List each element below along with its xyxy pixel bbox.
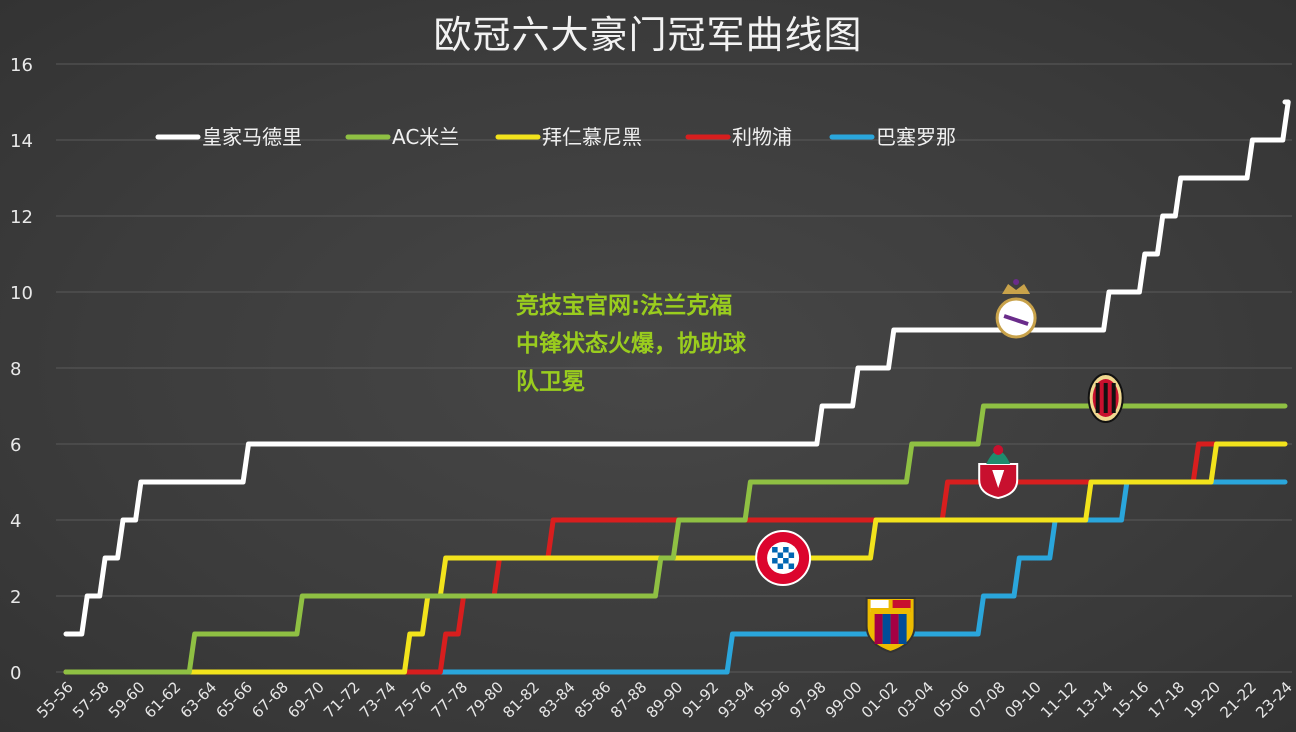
x-tick-label: 67-68 — [248, 678, 292, 722]
legend-label: 利物浦 — [732, 125, 792, 149]
x-tick-label: 89-90 — [643, 678, 687, 722]
x-tick-label: 17-18 — [1145, 678, 1189, 722]
series-line-2 — [63, 441, 1288, 675]
legend-label: 巴塞罗那 — [876, 125, 956, 149]
liverpool-crest-icon — [978, 445, 1019, 500]
x-tick-label: 11-12 — [1037, 678, 1081, 722]
y-tick-label: 12 — [10, 207, 33, 228]
legend-label: AC米兰 — [392, 125, 459, 149]
x-tick-label: 87-88 — [607, 678, 651, 722]
x-tick-label: 91-92 — [679, 678, 723, 722]
x-tick-label: 81-82 — [499, 678, 543, 722]
series-lines — [63, 99, 1291, 675]
x-tick-label: 61-62 — [141, 678, 185, 722]
overlay-line-3: 队卫冕 — [516, 369, 585, 395]
series-line-0 — [63, 99, 1291, 637]
x-tick-label: 59-60 — [105, 678, 149, 722]
legend-label: 拜仁慕尼黑 — [542, 125, 642, 149]
y-tick-label: 2 — [10, 587, 21, 608]
x-tick-label: 09-10 — [1001, 678, 1045, 722]
x-axis-ticks: 55-5657-5859-6061-6263-6465-6667-6869-70… — [33, 678, 1296, 722]
x-tick-label: 75-76 — [392, 678, 436, 722]
x-tick-label: 15-16 — [1109, 678, 1153, 722]
y-axis-ticks: 0 2 4 6 8 10 12 14 16 — [10, 55, 33, 684]
x-tick-label: 03-04 — [894, 678, 938, 722]
x-tick-label: 85-86 — [571, 678, 615, 722]
x-tick-label: 65-66 — [213, 678, 257, 722]
team-badges — [755, 279, 1124, 654]
y-tick-label: 4 — [10, 511, 21, 532]
y-tick-label: 6 — [10, 435, 21, 456]
x-tick-label: 01-02 — [858, 678, 902, 722]
x-tick-label: 77-78 — [428, 678, 472, 722]
x-tick-label: 63-64 — [177, 678, 221, 722]
x-tick-label: 05-06 — [930, 678, 974, 722]
series-line-1 — [63, 403, 1288, 675]
y-tick-label: 10 — [10, 283, 33, 304]
y-tick-label: 16 — [10, 55, 33, 76]
x-tick-label: 21-22 — [1216, 678, 1260, 722]
x-tick-label: 95-96 — [750, 678, 794, 722]
x-tick-label: 55-56 — [33, 678, 77, 722]
x-tick-label: 99-00 — [822, 678, 866, 722]
x-tick-label: 69-70 — [284, 678, 328, 722]
x-tick-label: 19-20 — [1181, 678, 1225, 722]
series-line-4 — [63, 479, 1288, 675]
x-tick-label: 23-24 — [1252, 678, 1296, 722]
overlay-caption: 竞技宝官网:法兰克福 中锋状态火爆，协助球 队卫冕 — [516, 287, 796, 401]
x-tick-label: 13-14 — [1073, 678, 1117, 722]
x-tick-label: 83-84 — [535, 678, 579, 722]
legend-label: 皇家马德里 — [202, 125, 302, 149]
barcelona-crest-icon — [865, 597, 916, 654]
overlay-line-1: 竞技宝官网:法兰克福 — [516, 293, 733, 319]
x-tick-label: 73-74 — [356, 678, 400, 722]
x-tick-label: 57-58 — [69, 678, 113, 722]
ac-milan-crest-icon — [1087, 373, 1124, 423]
y-tick-label: 0 — [10, 663, 21, 684]
overlay-line-2: 中锋状态火爆，协助球 — [516, 331, 746, 357]
real-madrid-crest-icon — [995, 279, 1037, 339]
legend: 皇家马德里 AC米兰 拜仁慕尼黑 利物浦 巴塞罗那 — [155, 125, 956, 149]
chart-title: 欧冠六大豪门冠军曲线图 — [433, 13, 863, 57]
x-tick-label: 93-94 — [714, 678, 758, 722]
x-tick-label: 71-72 — [320, 678, 364, 722]
x-tick-label: 07-08 — [965, 678, 1009, 722]
bayern-crest-icon — [755, 530, 812, 586]
y-tick-label: 8 — [10, 359, 21, 380]
y-tick-label: 14 — [10, 131, 33, 152]
x-tick-label: 79-80 — [464, 678, 508, 722]
x-tick-label: 97-98 — [786, 678, 830, 722]
